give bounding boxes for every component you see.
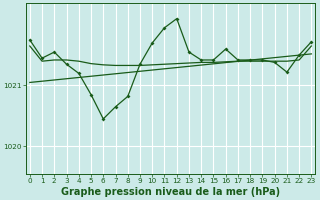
X-axis label: Graphe pression niveau de la mer (hPa): Graphe pression niveau de la mer (hPa) — [61, 187, 280, 197]
